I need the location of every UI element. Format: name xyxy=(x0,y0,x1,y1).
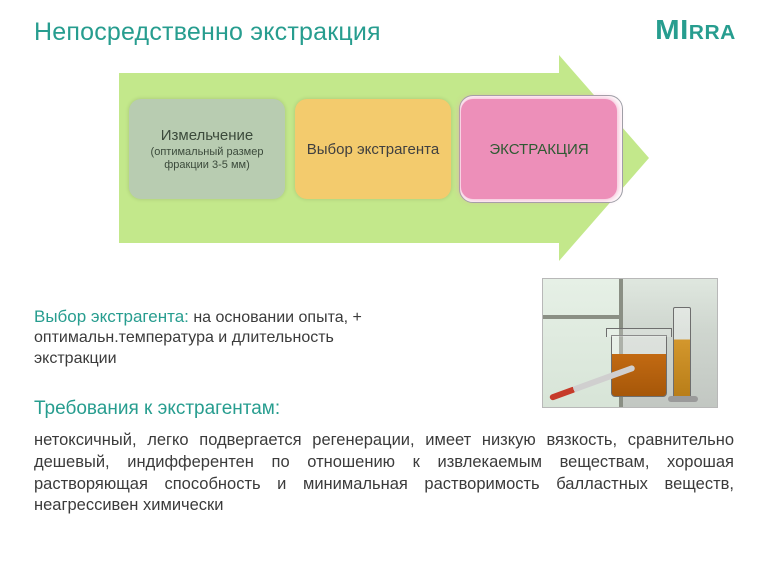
photo-beaker-icon xyxy=(611,335,667,397)
brand-logo: MIrra xyxy=(655,14,736,46)
step-grinding: Измельчение (оптимальный размер фракции … xyxy=(129,99,285,199)
paragraph-requirements-body: нетоксичный, легко подвергается регенера… xyxy=(34,430,734,517)
paragraph-extractant-choice: Выбор экстрагента: на основании опыта, +… xyxy=(34,306,414,369)
slide: Непосредственно экстракция MIrra Измельч… xyxy=(0,0,768,576)
page-title: Непосредственно экстракция xyxy=(34,18,734,47)
step-extractant-choice: Выбор экстрагента xyxy=(295,99,451,199)
paragraph-lead: Выбор экстрагента: xyxy=(34,307,189,326)
process-arrow: Измельчение (оптимальный размер фракции … xyxy=(119,73,649,243)
step-subtitle: (оптимальный размер фракции 3-5 мм) xyxy=(137,146,277,171)
photo-cylinder-icon xyxy=(673,307,691,399)
step-title: Измельчение xyxy=(161,127,254,144)
step-title: Выбор экстрагента xyxy=(307,141,439,158)
step-extraction: ЭКСТРАКЦИЯ xyxy=(461,99,617,199)
steps-row: Измельчение (оптимальный размер фракции … xyxy=(129,99,617,199)
photo-window-bar-icon xyxy=(543,315,619,319)
step-title: ЭКСТРАКЦИЯ xyxy=(489,141,588,158)
lab-photo xyxy=(542,278,718,408)
